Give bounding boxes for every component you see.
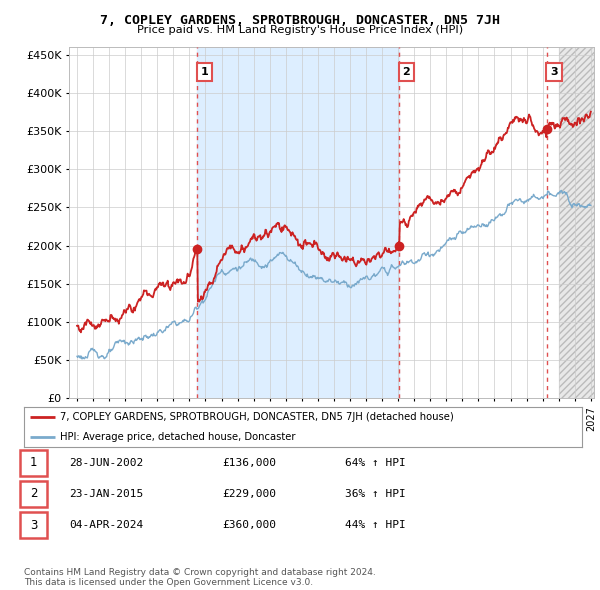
Bar (559, 47, 594, 398)
Text: 3: 3 (30, 519, 37, 532)
Text: 3: 3 (550, 67, 557, 77)
Text: 7, COPLEY GARDENS, SPROTBROUGH, DONCASTER, DN5 7JH (detached house): 7, COPLEY GARDENS, SPROTBROUGH, DONCASTE… (60, 412, 454, 421)
Text: HPI: Average price, detached house, Doncaster: HPI: Average price, detached house, Donc… (60, 432, 296, 441)
Text: Contains HM Land Registry data © Crown copyright and database right 2024.
This d: Contains HM Land Registry data © Crown c… (24, 568, 376, 587)
Text: 7, COPLEY GARDENS, SPROTBROUGH, DONCASTER, DN5 7JH: 7, COPLEY GARDENS, SPROTBROUGH, DONCASTE… (100, 14, 500, 27)
Text: 28-JUN-2002: 28-JUN-2002 (69, 458, 143, 467)
Text: 2: 2 (30, 487, 37, 500)
Text: 1: 1 (200, 67, 208, 77)
Bar (559, 47, 594, 398)
Text: £229,000: £229,000 (222, 489, 276, 499)
Text: 44% ↑ HPI: 44% ↑ HPI (345, 520, 406, 530)
Text: 1: 1 (30, 456, 37, 469)
Text: 04-APR-2024: 04-APR-2024 (69, 520, 143, 530)
Text: £136,000: £136,000 (222, 458, 276, 467)
Text: 2: 2 (403, 67, 410, 77)
Bar (197, 47, 399, 398)
Text: 36% ↑ HPI: 36% ↑ HPI (345, 489, 406, 499)
Text: 64% ↑ HPI: 64% ↑ HPI (345, 458, 406, 467)
Text: £360,000: £360,000 (222, 520, 276, 530)
Text: 23-JAN-2015: 23-JAN-2015 (69, 489, 143, 499)
Text: Price paid vs. HM Land Registry's House Price Index (HPI): Price paid vs. HM Land Registry's House … (137, 25, 463, 35)
